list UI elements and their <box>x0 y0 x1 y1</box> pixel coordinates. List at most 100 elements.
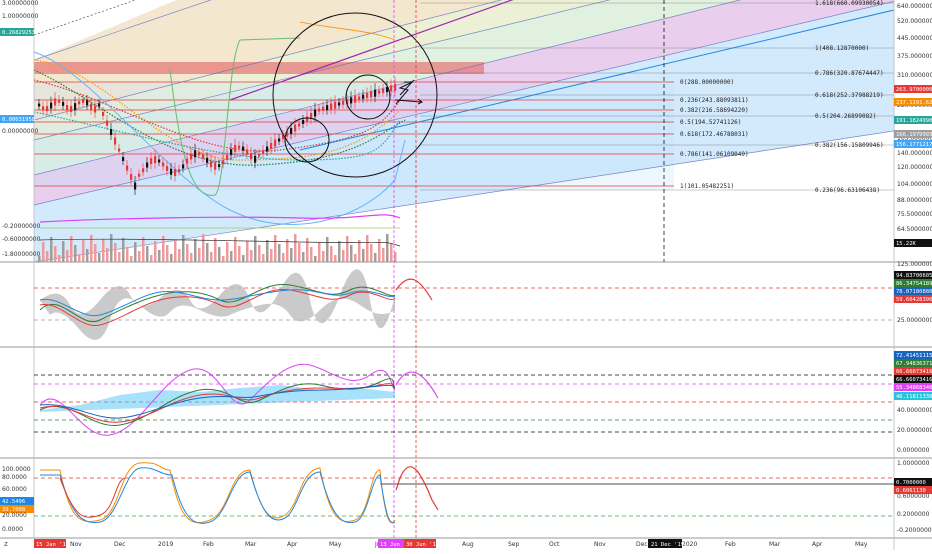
volume-bar <box>202 234 205 262</box>
price-box-label: 15.22K <box>896 241 917 247</box>
volume-bar <box>330 246 333 262</box>
stochastic-pane[interactable] <box>34 462 894 524</box>
price-box <box>894 130 932 138</box>
candle-body <box>134 182 137 190</box>
candle-body <box>94 105 97 113</box>
volume-bar <box>326 237 329 262</box>
oscillator-pane-2[interactable] <box>34 363 894 436</box>
time-axis-label: May <box>855 541 868 548</box>
candle-body <box>182 164 185 169</box>
time-axis-label: Aug <box>462 541 474 548</box>
candle-body <box>74 103 77 111</box>
time-axis-label: Apr <box>812 541 823 548</box>
svg-text:1.0000000: 1.0000000 <box>897 460 930 467</box>
candle-body <box>298 123 301 127</box>
candle-body <box>118 148 121 152</box>
volume-bar <box>214 238 217 262</box>
indicator-value-box <box>894 375 932 383</box>
candle-body <box>318 108 321 112</box>
candle-body <box>354 95 357 103</box>
candle-body <box>270 143 273 149</box>
left-axis-label: 60.0000 <box>2 486 27 493</box>
fib-channel-levels: 1.618(660.09930054) 1(408.12870000) 0.786(… <box>420 0 894 194</box>
left-axis-label: 42.5496 <box>2 499 25 505</box>
volume-bar <box>122 238 125 262</box>
volume-bar <box>302 252 305 262</box>
volume-bar <box>66 250 69 262</box>
volume-bar <box>86 249 89 262</box>
svg-text:-0.2000000: -0.2000000 <box>897 527 932 534</box>
left-axis-label: 3.00000000 <box>2 0 38 7</box>
volume-bar <box>242 255 245 262</box>
fib-retracement-label: 0.786(141.06109049) <box>680 151 749 158</box>
indicator-value-label: 94.83700605 <box>896 273 932 279</box>
volume-bar <box>334 255 337 262</box>
candle-body <box>154 156 157 164</box>
candle-body <box>338 102 341 106</box>
candle-body <box>206 157 209 163</box>
candle-body <box>186 158 189 164</box>
price-box <box>894 98 932 106</box>
volume-bar <box>290 248 293 262</box>
candle-body <box>226 154 229 160</box>
candle-body <box>162 162 165 167</box>
volume-bar <box>62 241 65 262</box>
volume-bar <box>98 253 101 262</box>
time-axis-label: Oct <box>549 541 560 548</box>
volume-bar <box>162 236 165 262</box>
svg-text:0.2000000: 0.2000000 <box>897 511 930 518</box>
indicator-value-label: 66.66073416 <box>896 377 932 383</box>
left-axis-label: 80.0000 <box>2 474 27 481</box>
indicator-value-label: 0.6061130 <box>896 488 926 494</box>
candle-body <box>150 158 153 165</box>
candle-body <box>194 150 197 158</box>
volume-bar <box>110 234 113 262</box>
candle-body <box>326 105 329 111</box>
volume-bar <box>186 244 189 262</box>
candle-body <box>218 164 221 168</box>
indicator-value-box <box>894 271 932 279</box>
volume-bar <box>46 251 49 262</box>
main-price-pane[interactable] <box>34 0 900 262</box>
time-badge-mid2-label: 30 Jun '19 <box>406 542 439 548</box>
candle-body <box>358 96 361 100</box>
volume-bar <box>126 247 129 262</box>
volume-bar <box>258 245 261 262</box>
volume-bar <box>294 234 297 262</box>
candle-body <box>334 101 337 109</box>
candle-body <box>370 91 373 98</box>
volume-bar <box>58 255 61 262</box>
time-badge-cursor <box>648 539 682 548</box>
candle-body <box>222 160 225 165</box>
indicator-value-box <box>894 295 932 303</box>
candle-body <box>78 101 81 105</box>
candle-body <box>114 137 117 145</box>
volume-bar <box>130 256 133 262</box>
time-axis[interactable]: NovDec2019FebMarAprMayJunAugSepOctNovDec… <box>34 539 868 548</box>
candle-body <box>262 150 265 154</box>
right-price-axis[interactable]: 640.0000000 520.0000000 445.0000000 375.000… <box>894 3 932 534</box>
volume-bar <box>146 246 149 262</box>
fib-channel-label: 0.618(252.37988219) <box>815 92 884 99</box>
svg-text:20.0000000: 20.0000000 <box>897 427 932 434</box>
volume-bar <box>38 256 41 262</box>
left-price-axis[interactable]: 3.00000000 1.00000000 0.26829253 0.00031958… <box>0 0 41 533</box>
candle-body <box>58 99 61 103</box>
price-box-label: 263.9700000 <box>896 87 932 93</box>
volume-bar <box>90 235 93 262</box>
price-box-label: 191.1824990 <box>896 118 932 124</box>
drawing-annotations <box>272 12 438 178</box>
time-axis-label: 2020 <box>682 541 697 548</box>
volume-bar <box>102 239 105 262</box>
dashed-upper-line <box>34 0 137 36</box>
fib-retracement-label: 1(101.05482251) <box>680 183 734 190</box>
oscillator-pane-1[interactable] <box>34 269 894 340</box>
fib-channel-label: 1(408.12870000) <box>815 45 869 52</box>
candle-body <box>310 113 313 119</box>
fib-retracement-label: 0.618(172.46788031) <box>680 131 749 138</box>
indicator-value-label: 46.11811330 <box>896 394 932 400</box>
indicator-value-box <box>894 392 932 400</box>
left-axis-label: 0.26829253 <box>2 30 35 36</box>
candle-body <box>374 89 377 97</box>
